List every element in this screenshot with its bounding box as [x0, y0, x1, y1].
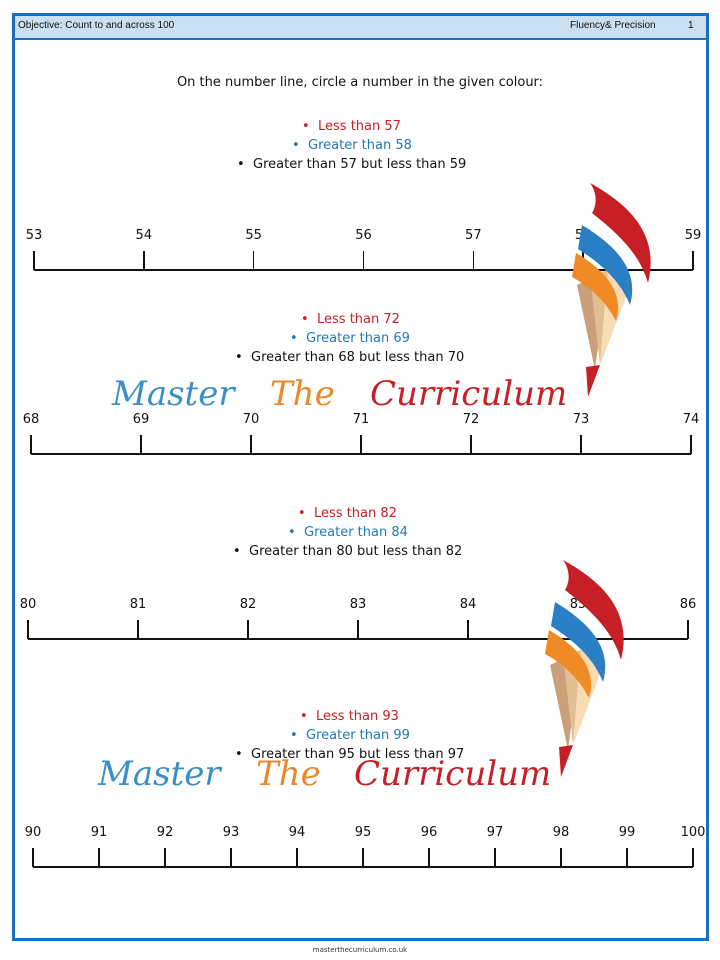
page-frame — [12, 13, 709, 941]
footer-url: masterthecurriculum.co.uk — [312, 946, 408, 954]
logo-word-curriculum: Curriculum — [354, 754, 551, 794]
number-line-tick — [690, 435, 692, 454]
number-line-tick — [252, 251, 255, 270]
number-label[interactable]: 71 — [352, 412, 370, 427]
number-label[interactable]: 72 — [462, 412, 480, 427]
instruction-text: On the number line, circle a number in t… — [176, 75, 544, 90]
number-label[interactable]: 82 — [239, 597, 257, 612]
number-line-tick — [626, 848, 628, 867]
number-line-tick — [357, 620, 359, 639]
number-label[interactable]: 73 — [572, 412, 590, 427]
number-line-tick — [27, 620, 29, 639]
number-line-tick — [137, 620, 139, 639]
clue-less-than: • Less than 72 — [301, 312, 400, 327]
number-line-tick — [362, 251, 365, 270]
number-line-tick — [230, 848, 232, 867]
number-label[interactable]: 83 — [349, 597, 367, 612]
number-line-tick — [30, 435, 32, 454]
logo-word-curriculum: Curriculum — [370, 374, 567, 414]
number-label[interactable]: 54 — [135, 228, 153, 243]
clue-between: • Greater than 80 but less than 82 — [233, 544, 463, 559]
pencil-flame-icon — [545, 560, 624, 777]
logo-word-master: Master — [97, 754, 222, 794]
number-label[interactable]: 80 — [19, 597, 37, 612]
number-line-tick — [472, 251, 475, 270]
number-label[interactable]: 59 — [684, 228, 702, 243]
number-line-tick — [247, 620, 249, 639]
number-label[interactable]: 94 — [288, 825, 306, 840]
number-line-tick — [560, 848, 562, 867]
number-label[interactable]: 57 — [465, 228, 482, 243]
clue-less-than: • Less than 93 — [300, 709, 399, 724]
clue-greater-than: • Greater than 84 — [288, 525, 408, 540]
number-label[interactable]: 95 — [354, 825, 372, 840]
clue-between: • Greater than 95 but less than 97 — [235, 747, 465, 762]
number-line-tick — [32, 848, 34, 867]
number-line-tick — [687, 620, 689, 639]
number-line-tick — [362, 848, 364, 867]
header-bar: Objective: Count to and across 100 Fluen… — [15, 16, 706, 40]
number-line-axis — [33, 866, 693, 868]
clue-less-than: • Less than 57 — [302, 119, 401, 134]
number-label[interactable]: 91 — [90, 825, 108, 840]
clue-less-than: • Less than 82 — [298, 506, 397, 521]
number-label[interactable]: 96 — [420, 825, 438, 840]
logo-word-the: The — [256, 754, 321, 794]
number-line-tick — [296, 848, 298, 867]
number-line-tick — [580, 435, 582, 454]
number-label[interactable]: 56 — [355, 228, 372, 243]
number-line-axis — [31, 453, 691, 455]
logo-word-the: The — [270, 374, 335, 414]
number-label[interactable]: 97 — [486, 825, 504, 840]
master-the-curriculum-logo: Master The Curriculum — [97, 560, 624, 794]
number-line-tick — [98, 848, 100, 867]
number-line-tick — [467, 620, 469, 639]
clue-greater-than: • Greater than 99 — [290, 728, 410, 743]
number-line-tick — [692, 251, 694, 270]
number-label[interactable]: 68 — [22, 412, 40, 427]
clue-greater-than: • Greater than 58 — [292, 138, 412, 153]
number-label[interactable]: 74 — [682, 412, 700, 427]
number-line-tick — [140, 435, 142, 454]
objective-text: Objective: Count to and across 100 — [18, 20, 175, 31]
number-label[interactable]: 99 — [618, 825, 636, 840]
number-label[interactable]: 98 — [552, 825, 570, 840]
strand-label: Fluency& Precision — [570, 20, 656, 31]
clue-between: • Greater than 68 but less than 70 — [235, 350, 465, 365]
master-the-curriculum-logo: Master The Curriculum — [111, 183, 651, 414]
clue-between: • Greater than 57 but less than 59 — [237, 157, 467, 172]
number-label[interactable]: 100 — [680, 825, 706, 840]
number-label[interactable]: 92 — [156, 825, 174, 840]
page-number: 1 — [688, 20, 694, 31]
number-line-tick — [33, 251, 35, 270]
clue-greater-than: • Greater than 69 — [290, 331, 410, 346]
number-line-axis — [34, 269, 693, 271]
number-label[interactable]: 86 — [679, 597, 697, 612]
number-line-tick — [428, 848, 430, 867]
pencil-flame-icon — [572, 183, 651, 397]
number-line-tick — [470, 435, 472, 454]
number-label[interactable]: 81 — [129, 597, 147, 612]
number-label[interactable]: 69 — [132, 412, 150, 427]
number-label[interactable]: 70 — [242, 412, 260, 427]
number-line-tick — [250, 435, 252, 454]
number-line-tick — [494, 848, 496, 867]
number-label[interactable]: 55 — [245, 228, 262, 243]
logo-word-master: Master — [111, 374, 236, 414]
number-label[interactable]: 93 — [222, 825, 240, 840]
number-line-axis — [28, 638, 688, 640]
number-label[interactable]: 84 — [459, 597, 477, 612]
number-label[interactable]: 53 — [25, 228, 43, 243]
number-line-tick — [692, 848, 694, 867]
number-line-tick — [164, 848, 166, 867]
number-label[interactable]: 90 — [24, 825, 42, 840]
number-line-tick — [360, 435, 362, 454]
number-line-tick — [143, 251, 145, 270]
